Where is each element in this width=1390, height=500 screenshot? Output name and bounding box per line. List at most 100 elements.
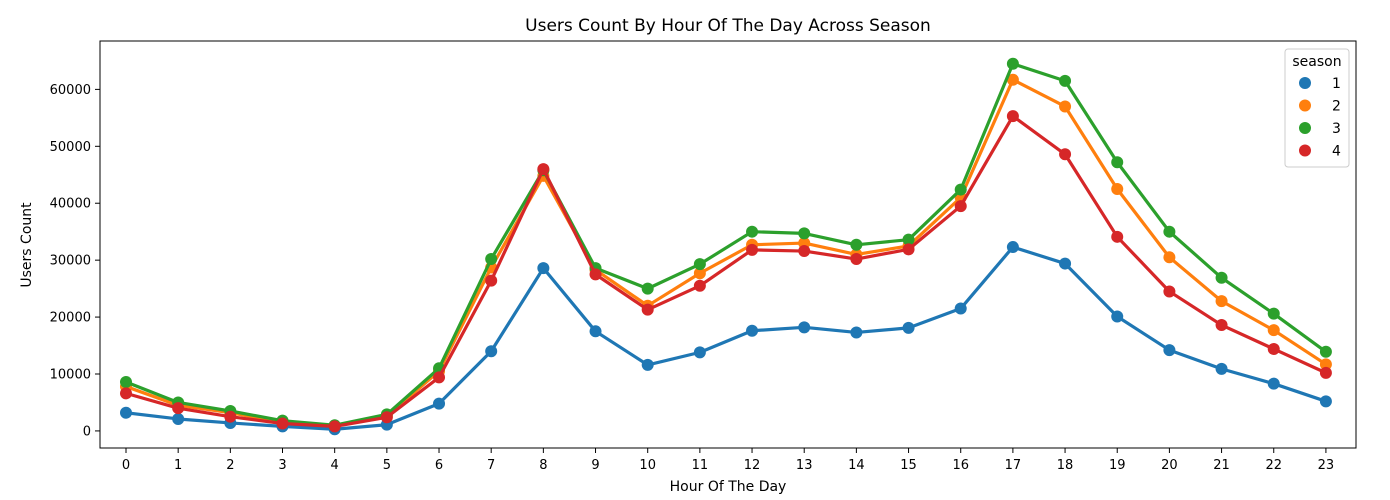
data-point: [1111, 310, 1124, 323]
data-point: [120, 375, 132, 388]
x-tick-label: 12: [744, 458, 761, 473]
data-point: [433, 371, 446, 384]
x-tick-label: 23: [1318, 458, 1335, 473]
y-tick-label: 40000: [50, 197, 91, 212]
data-point: [1111, 183, 1124, 195]
data-point: [746, 324, 759, 337]
data-point: [641, 358, 654, 371]
series-line: [125, 245, 1327, 431]
legend-label: 4: [1332, 144, 1341, 160]
legend-marker: [1299, 144, 1311, 157]
data-point: [485, 274, 498, 287]
data-point: [746, 225, 759, 238]
data-point: [798, 227, 811, 240]
legend-marker: [1299, 99, 1311, 112]
data-point: [693, 267, 706, 280]
series-layer: [120, 57, 1332, 436]
data-point: [902, 233, 915, 246]
data-point: [1059, 74, 1072, 87]
legend-marker: [1299, 122, 1311, 134]
data-point: [1215, 362, 1228, 375]
x-tick-label: 16: [952, 458, 969, 473]
data-point: [1319, 366, 1332, 379]
data-point: [1267, 324, 1280, 337]
x-tick-label: 18: [1057, 458, 1074, 473]
data-point: [1215, 319, 1228, 332]
data-point: [485, 345, 498, 358]
x-tick-label: 4: [331, 458, 339, 473]
legend: season 1 2 3 4: [1284, 48, 1350, 168]
data-point: [1006, 57, 1019, 70]
legend-label: 3: [1332, 121, 1341, 137]
data-point: [1163, 285, 1176, 298]
x-tick-label: 17: [1005, 458, 1022, 473]
x-tick-label: 2: [226, 458, 234, 473]
x-tick-label: 0: [122, 458, 130, 473]
data-point: [641, 303, 654, 316]
data-point: [798, 245, 811, 258]
legend-marker: [1299, 77, 1311, 89]
x-tick-label: 21: [1213, 458, 1230, 473]
data-point: [1059, 148, 1072, 161]
data-point: [1215, 271, 1228, 284]
y-tick-label: 30000: [50, 254, 91, 269]
data-point: [954, 183, 967, 196]
legend-label: 1: [1332, 76, 1341, 92]
x-tick-label: 15: [900, 458, 917, 473]
series-2: [120, 73, 1332, 432]
data-point: [1319, 358, 1332, 371]
data-point: [1006, 110, 1019, 123]
data-point: [380, 411, 393, 424]
x-tick-label: 7: [487, 458, 495, 473]
y-tick-label: 10000: [50, 368, 91, 383]
data-point: [120, 406, 132, 419]
x-tick-label: 9: [591, 458, 599, 473]
data-point: [693, 346, 706, 359]
x-tick-label: 8: [539, 458, 547, 473]
data-point: [641, 282, 654, 295]
y-tick-label: 60000: [50, 83, 91, 98]
series-3: [120, 57, 1332, 432]
data-point: [276, 417, 289, 430]
data-point: [798, 321, 811, 334]
data-point: [224, 410, 237, 423]
x-tick-label: 10: [639, 458, 656, 473]
data-point: [1319, 345, 1332, 358]
data-point: [693, 258, 706, 271]
data-point: [172, 402, 185, 415]
data-point: [328, 420, 341, 433]
data-point: [1163, 225, 1176, 238]
x-tick-label: 5: [383, 458, 391, 473]
data-point: [693, 279, 706, 292]
x-tick-label: 1: [174, 458, 182, 473]
x-tick-label: 13: [796, 458, 813, 473]
data-point: [589, 325, 602, 338]
legend-title: season: [1292, 54, 1341, 70]
data-point: [902, 321, 915, 334]
data-point: [954, 200, 967, 213]
data-point: [1163, 344, 1176, 357]
x-tick-label: 22: [1265, 458, 1282, 473]
data-point: [1267, 377, 1280, 390]
series-line: [125, 114, 1327, 428]
data-point: [1006, 241, 1019, 254]
data-point: [1215, 295, 1228, 308]
data-point: [537, 262, 550, 275]
data-point: [172, 412, 185, 425]
data-point: [1319, 395, 1332, 408]
legend-frame: [1284, 48, 1350, 168]
x-axis: 0 1 2 3 4 5 6 7 8 9 10 11 12 13 14 15 16 17 18 19 20 21 22 23: [122, 448, 1334, 473]
y-axis: 0 10000 20000 30000 40000 50000 60000: [50, 83, 100, 439]
x-tick-label: 6: [435, 458, 443, 473]
data-point: [1059, 100, 1072, 113]
data-point: [1267, 342, 1280, 355]
x-tick-label: 11: [692, 458, 709, 473]
y-axis-label: Users Count: [19, 202, 35, 288]
data-point: [485, 253, 498, 266]
data-point: [120, 387, 132, 400]
data-point: [1267, 307, 1280, 320]
data-point: [954, 302, 967, 315]
y-tick-label: 20000: [50, 311, 91, 326]
data-point: [850, 253, 863, 266]
data-point: [1111, 230, 1124, 243]
